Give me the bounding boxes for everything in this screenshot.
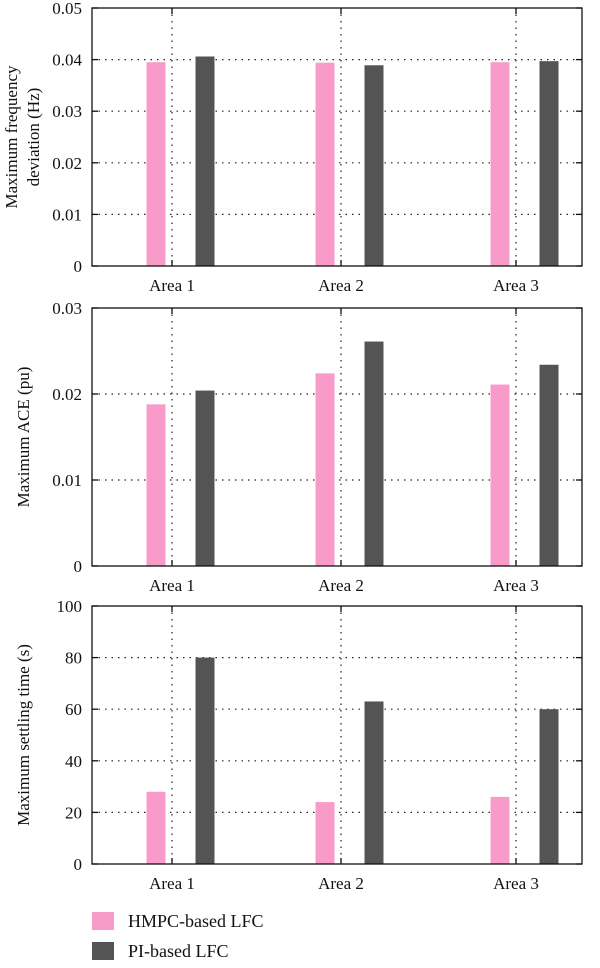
xtick-label: Area 3 [493, 874, 539, 893]
chart-panel-3: 0 20 40 60 80 100 Area 1 Area 2 Area 3 Maximum se… [14, 597, 583, 893]
legend-label-hmpc: HMPC-based LFC [128, 911, 264, 931]
bar-pi-2 [364, 701, 384, 864]
y-axis-label: Maximum settling time (s) [14, 644, 33, 826]
bar-hmpc-1 [146, 791, 166, 864]
bar-pi-1 [195, 56, 215, 267]
legend-item-hmpc: HMPC-based LFC [92, 908, 392, 938]
bar-hmpc-2 [315, 373, 335, 566]
legend-item-pi: PI-based LFC [92, 938, 392, 968]
legend-label-pi: PI-based LFC [128, 941, 229, 961]
ytick-label: 0 [74, 257, 83, 276]
ytick-label: 40 [65, 752, 82, 771]
chart-panel-2: 0 0.01 0.02 0.03 Area 1 Area 2 Area 3 Maximum A… [14, 299, 583, 595]
bar-hmpc-3 [490, 796, 510, 864]
figure: 0 0.01 0.02 0.03 0.04 0.05 Area 1 Area 2 Area 3 M… [2, 0, 583, 893]
ytick-label: 0.03 [52, 299, 82, 318]
bar-pi-2 [364, 341, 384, 566]
ytick-label: 100 [57, 597, 83, 616]
y-axis-label: Maximum frequency [2, 65, 21, 209]
ytick-label: 0.03 [52, 102, 82, 121]
legend: HMPC-based LFC PI-based LFC [92, 908, 392, 968]
ytick-label: 20 [65, 803, 82, 822]
ytick-label: 0.01 [52, 471, 82, 490]
plot-frame [91, 307, 583, 567]
bar-hmpc-2 [315, 62, 335, 266]
ytick-label: 0 [74, 557, 83, 576]
chart-panel-1: 0 0.01 0.02 0.03 0.04 0.05 Area 1 Area 2 Area 3 M… [2, 0, 583, 295]
legend-swatch-pi [92, 942, 114, 960]
y-axis-label: Maximum ACE (pu) [14, 367, 33, 508]
ytick-label: 0.05 [52, 0, 82, 18]
xtick-label: Area 1 [149, 276, 195, 295]
bar-pi-3 [539, 61, 559, 267]
ytick-label: 0.02 [52, 385, 82, 404]
plot-frame [91, 605, 583, 865]
plot-frame [91, 7, 583, 267]
ytick-label: 80 [65, 649, 82, 668]
bar-hmpc-1 [146, 62, 166, 267]
legend-swatch-hmpc [92, 912, 114, 930]
bar-pi-3 [539, 709, 559, 864]
xtick-label: Area 1 [149, 874, 195, 893]
xtick-label: Area 1 [149, 576, 195, 595]
bar-pi-1 [195, 390, 215, 566]
ytick-label: 0.01 [52, 205, 82, 224]
xtick-label: Area 2 [318, 576, 364, 595]
ytick-label: 0.02 [52, 154, 82, 173]
bar-pi-1 [195, 657, 215, 864]
xtick-label: Area 3 [493, 576, 539, 595]
bar-hmpc-2 [315, 802, 335, 864]
xtick-label: Area 2 [318, 276, 364, 295]
bar-hmpc-3 [490, 384, 510, 566]
ytick-label: 60 [65, 700, 82, 719]
y-axis-label: deviation (Hz) [24, 88, 43, 187]
bar-pi-3 [539, 364, 559, 566]
xtick-label: Area 3 [493, 276, 539, 295]
bar-hmpc-1 [146, 404, 166, 566]
xtick-label: Area 2 [318, 874, 364, 893]
bar-pi-2 [364, 65, 384, 266]
ytick-label: 0 [74, 855, 83, 874]
ytick-label: 0.04 [52, 51, 82, 70]
bar-hmpc-3 [490, 62, 510, 267]
